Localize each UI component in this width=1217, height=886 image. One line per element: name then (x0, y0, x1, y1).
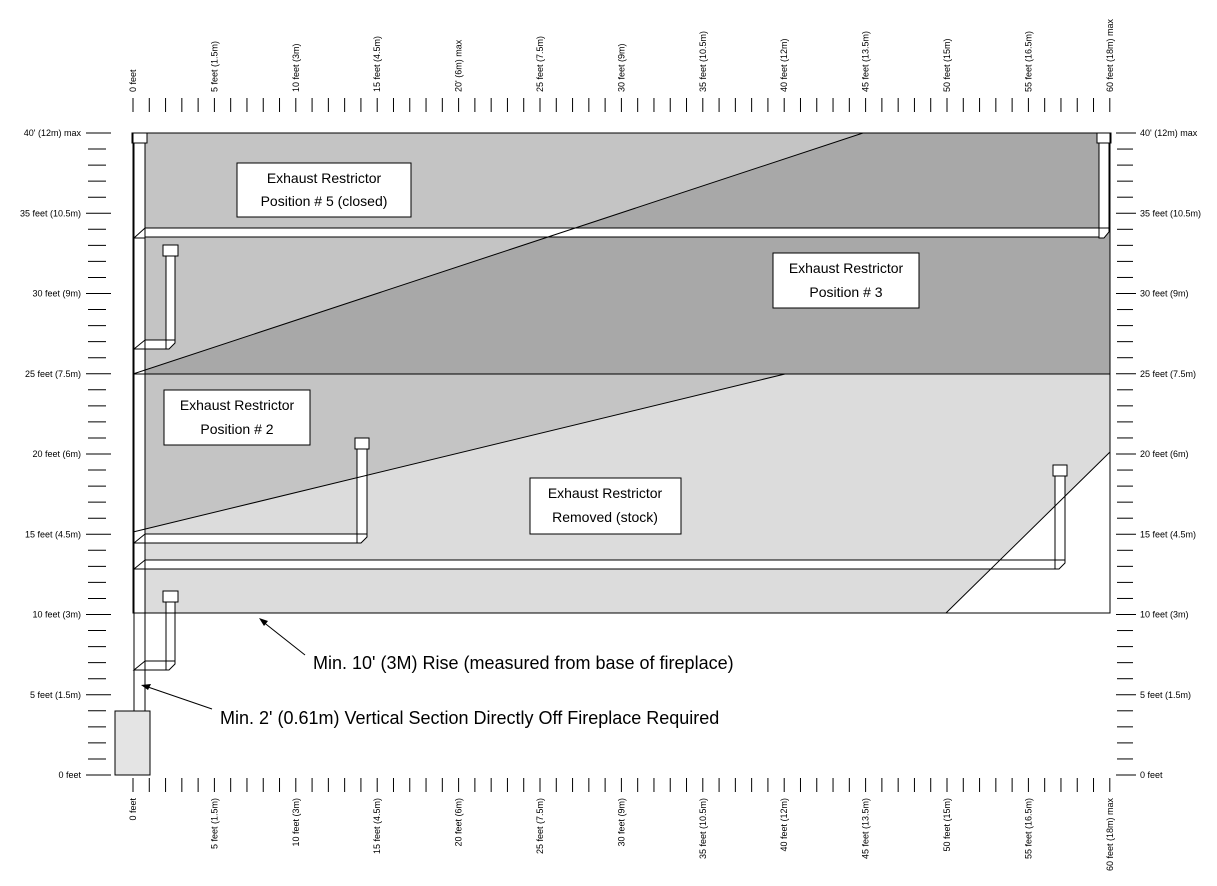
y-axis-label-left: 20 feet (6m) (32, 449, 81, 459)
y-axis-label-right: 35 feet (10.5m) (1140, 208, 1201, 218)
x-axis-label-top: 15 feet (4.5m) (372, 36, 382, 92)
x-axis-label-bottom: 25 feet (7.5m) (535, 798, 545, 854)
note-min-vertical-text: Min. 2' (0.61m) Vertical Section Directl… (220, 708, 719, 728)
callout-position-5: Exhaust Restrictor Position # 5 (closed) (236, 162, 412, 218)
callout-position-3-line2: Position # 3 (809, 284, 882, 300)
y-axis-label-right: 10 feet (3m) (1140, 610, 1189, 620)
vertical-pipe-right-top (1098, 142, 1110, 229)
fireplace-box (114, 710, 151, 776)
arrowhead-icon (259, 618, 268, 626)
callout-position-5-line2: Position # 5 (closed) (261, 193, 388, 209)
x-axis-label-top: 35 feet (10.5m) (698, 31, 708, 92)
zone-boundary-lines (132, 132, 1111, 614)
elbow-icon (1098, 227, 1110, 239)
y-axis-label-right: 25 feet (7.5m) (1140, 369, 1196, 379)
callout-position-2-line1: Exhaust Restrictor (180, 397, 295, 413)
callout-position-2: Exhaust Restrictor Position # 2 (163, 389, 311, 446)
y-axis-label-left: 35 feet (10.5m) (20, 208, 81, 218)
y-axis-label-left: 5 feet (1.5m) (30, 690, 81, 700)
vertical-pipe-short-upper (165, 255, 176, 341)
y-axis-label-left: 30 feet (9m) (32, 289, 81, 299)
x-axis-label-top: 10 feet (3m) (291, 43, 301, 92)
x-axis-label-bottom: 30 feet (9m) (616, 798, 626, 847)
y-axis-label-left: 15 feet (4.5m) (25, 529, 81, 539)
main-vertical-pipe (133, 142, 146, 712)
horizontal-pipe-run-15ft (144, 533, 358, 544)
y-axis-label-right: 40' (12m) max (1140, 128, 1198, 138)
vertical-pipe-short-lower (165, 601, 176, 662)
note-min-rise-text: Min. 10' (3M) Rise (measured from base o… (313, 653, 734, 673)
axis-labels: 0 feet 0 feet 5 feet (1.5m) 5 feet (1.5m) 10… (20, 18, 1201, 871)
elbow-icon (165, 339, 176, 350)
y-axis-label-right: 5 feet (1.5m) (1140, 690, 1191, 700)
x-axis-label-top: 50 feet (15m) (942, 38, 952, 92)
x-axis-label-bottom: 35 feet (10.5m) (698, 798, 708, 859)
horizontal-pipe-run-27ft (144, 339, 167, 350)
x-axis-label-top: 5 feet (1.5m) (209, 41, 219, 92)
y-axis-label-right: 30 feet (9m) (1140, 289, 1189, 299)
termination-cap-icon (1096, 132, 1112, 144)
x-axis-label-bottom: 60 feet (18m) max (1105, 798, 1115, 872)
horizontal-pipe-run-34ft (144, 227, 1101, 238)
callout-removed-stock: Exhaust Restrictor Removed (stock) (529, 477, 682, 535)
axis-ticks (86, 98, 1136, 792)
y-axis-label-right: 0 feet (1140, 770, 1163, 780)
x-axis-label-bottom: 20 feet (6m) (454, 798, 464, 847)
x-axis-label-top: 0 feet (128, 69, 138, 92)
vent-pipes (131, 132, 1112, 712)
x-axis-label-bottom: 55 feet (16.5m) (1023, 798, 1033, 859)
termination-cap-icon (162, 244, 179, 257)
x-axis-label-top: 45 feet (13.5m) (861, 31, 871, 92)
callout-position-5-line1: Exhaust Restrictor (267, 170, 382, 186)
x-axis-label-top: 20' (6m) max (454, 39, 464, 92)
callout-position-3-line1: Exhaust Restrictor (789, 260, 904, 276)
x-axis-label-bottom: 50 feet (15m) (942, 798, 952, 852)
elbow-icon (356, 533, 368, 544)
note-min-rise: Min. 10' (3M) Rise (measured from base o… (259, 618, 734, 673)
vertical-pipe-right-low (1054, 475, 1066, 561)
termination-cap-icon (354, 437, 370, 450)
elbow-icon (1054, 559, 1066, 570)
x-axis-label-bottom: 10 feet (3m) (291, 798, 301, 847)
elbow-icon (132, 558, 146, 570)
elbow-icon (132, 338, 146, 350)
y-axis-label-left: 25 feet (7.5m) (25, 369, 81, 379)
elbow-icon (132, 532, 146, 544)
x-axis-label-top: 40 feet (12m) (779, 38, 789, 92)
x-axis-label-top: 60 feet (18m) max (1105, 18, 1115, 92)
x-axis-label-bottom: 45 feet (13.5m) (861, 798, 871, 859)
y-axis-label-right: 15 feet (4.5m) (1140, 529, 1196, 539)
y-axis-label-left: 0 feet (58, 770, 81, 780)
x-axis-label-bottom: 0 feet (128, 798, 138, 821)
x-axis-label-bottom: 15 feet (4.5m) (372, 798, 382, 854)
callout-removed-line1: Exhaust Restrictor (548, 485, 663, 501)
vertical-pipe-mid (356, 448, 368, 535)
x-axis-label-top: 25 feet (7.5m) (535, 36, 545, 92)
termination-cap-icon (1052, 464, 1068, 477)
arrowhead-icon (141, 684, 151, 690)
y-axis-label-left: 10 feet (3m) (32, 610, 81, 620)
callout-position-3: Exhaust Restrictor Position # 3 (772, 252, 920, 309)
y-axis-label-left: 40' (12m) max (24, 128, 82, 138)
elbow-icon (132, 226, 146, 239)
callout-removed-line2: Removed (stock) (552, 509, 658, 525)
x-axis-label-bottom: 40 feet (12m) (779, 798, 789, 852)
termination-cap-icon (131, 132, 148, 144)
horizontal-pipe-run-7ft (144, 660, 167, 671)
horizontal-pipe-run-13ft (144, 559, 1056, 570)
elbow-icon (165, 660, 176, 671)
note-min-vertical: Min. 2' (0.61m) Vertical Section Directl… (141, 684, 719, 728)
elbow-icon (132, 659, 146, 671)
callout-position-2-line2: Position # 2 (200, 421, 273, 437)
x-axis-label-bottom: 5 feet (1.5m) (209, 798, 219, 849)
y-axis-label-right: 20 feet (6m) (1140, 449, 1189, 459)
x-axis-label-top: 30 feet (9m) (616, 43, 626, 92)
x-axis-label-top: 55 feet (16.5m) (1023, 31, 1033, 92)
termination-cap-icon (162, 590, 179, 603)
